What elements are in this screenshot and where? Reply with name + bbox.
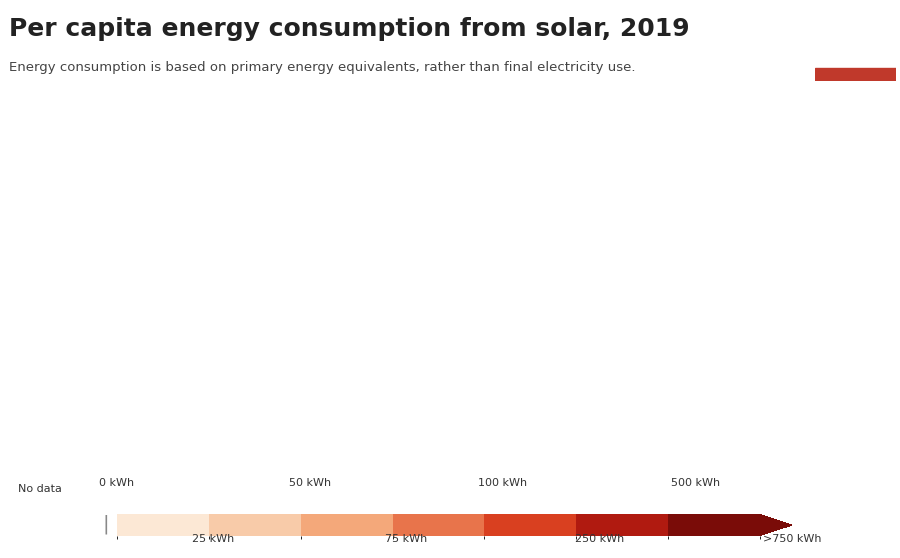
- Text: 25 kWh: 25 kWh: [193, 534, 235, 544]
- PathPatch shape: [760, 514, 792, 536]
- Text: Energy consumption is based on primary energy equivalents, rather than final ele: Energy consumption is based on primary e…: [9, 61, 635, 74]
- Text: 75 kWh: 75 kWh: [385, 534, 428, 544]
- Text: >750 kWh: >750 kWh: [763, 534, 821, 544]
- Text: |: |: [103, 515, 110, 534]
- Text: 500 kWh: 500 kWh: [671, 478, 720, 488]
- Text: 100 kWh: 100 kWh: [478, 478, 527, 488]
- Text: 0 kWh: 0 kWh: [99, 478, 135, 488]
- Text: 250 kWh: 250 kWh: [574, 534, 624, 544]
- Bar: [814, 68, 896, 81]
- Text: Our World: Our World: [825, 29, 885, 39]
- Text: Per capita energy consumption from solar, 2019: Per capita energy consumption from solar…: [9, 17, 689, 41]
- Text: in Data: in Data: [833, 51, 877, 60]
- Text: 50 kWh: 50 kWh: [289, 478, 331, 488]
- Text: No data: No data: [18, 484, 62, 494]
